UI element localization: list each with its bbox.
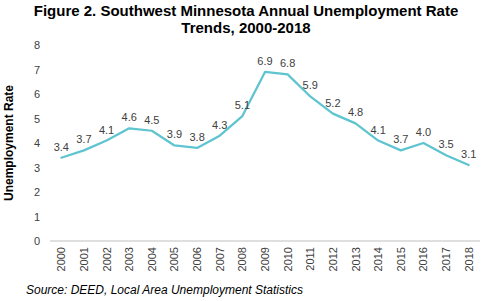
x-tick-label: 2000 <box>55 247 67 271</box>
x-tick-label: 2005 <box>168 247 180 271</box>
data-label: 5.2 <box>325 97 340 109</box>
data-label: 4.1 <box>99 124 114 136</box>
y-tick-label: 3 <box>34 162 40 174</box>
data-label: 3.8 <box>189 131 204 143</box>
data-label: 4.6 <box>122 111 137 123</box>
data-label: 3.7 <box>76 133 91 145</box>
x-tick-label: 2011 <box>304 247 316 271</box>
x-tick-label: 2001 <box>78 247 90 271</box>
x-tick-label: 2009 <box>259 247 271 271</box>
x-tick-label: 2015 <box>395 247 407 271</box>
y-tick-label: 6 <box>34 88 40 100</box>
data-label: 4.8 <box>348 106 363 118</box>
y-tick-label: 7 <box>34 64 40 76</box>
chart: Figure 2. Southwest Minnesota Annual Une… <box>0 0 484 301</box>
x-tick-label: 2014 <box>372 247 384 271</box>
x-tick-label: 2007 <box>214 247 226 271</box>
x-axis-line <box>50 241 480 242</box>
y-tick-label: 1 <box>34 211 40 223</box>
y-tick-label: 0 <box>34 235 40 247</box>
y-axis-label: Unemployment Rate <box>2 85 16 201</box>
data-label: 4.3 <box>212 119 227 131</box>
data-label: 6.9 <box>257 55 272 67</box>
data-label: 5.9 <box>303 79 318 91</box>
data-label: 4.5 <box>144 114 159 126</box>
data-label: 3.9 <box>167 128 182 140</box>
data-label: 3.1 <box>461 148 476 160</box>
x-tick-label: 2017 <box>440 247 452 271</box>
y-tick-label: 8 <box>34 39 40 51</box>
data-label: 4.1 <box>371 124 386 136</box>
plot-area <box>61 72 468 165</box>
x-tick-label: 2004 <box>146 247 158 271</box>
x-tick-label: 2002 <box>101 247 113 271</box>
x-tick-label: 2018 <box>463 247 475 271</box>
x-tick-label: 2013 <box>350 247 362 271</box>
x-tick-label: 2016 <box>417 247 429 271</box>
y-tick-label: 4 <box>34 137 40 149</box>
y-tick-label: 5 <box>34 113 40 125</box>
data-label: 3.5 <box>438 138 453 150</box>
data-line <box>61 72 468 165</box>
y-tick-label: 2 <box>34 186 40 198</box>
x-tick-label: 2006 <box>191 247 203 271</box>
x-tick-label: 2008 <box>236 247 248 271</box>
x-tick-label: 2010 <box>282 247 294 271</box>
data-label: 5.1 <box>235 99 250 111</box>
data-label: 4.0 <box>416 126 431 138</box>
x-tick-label: 2003 <box>123 247 135 271</box>
data-label: 6.8 <box>280 57 295 69</box>
title: Figure 2. Southwest Minnesota Annual Une… <box>34 2 459 36</box>
source-note: Source: DEED, Local Area Unemployment St… <box>26 283 303 297</box>
data-label: 3.4 <box>54 141 69 153</box>
x-tick-label: 2012 <box>327 247 339 271</box>
data-label: 3.7 <box>393 133 408 145</box>
